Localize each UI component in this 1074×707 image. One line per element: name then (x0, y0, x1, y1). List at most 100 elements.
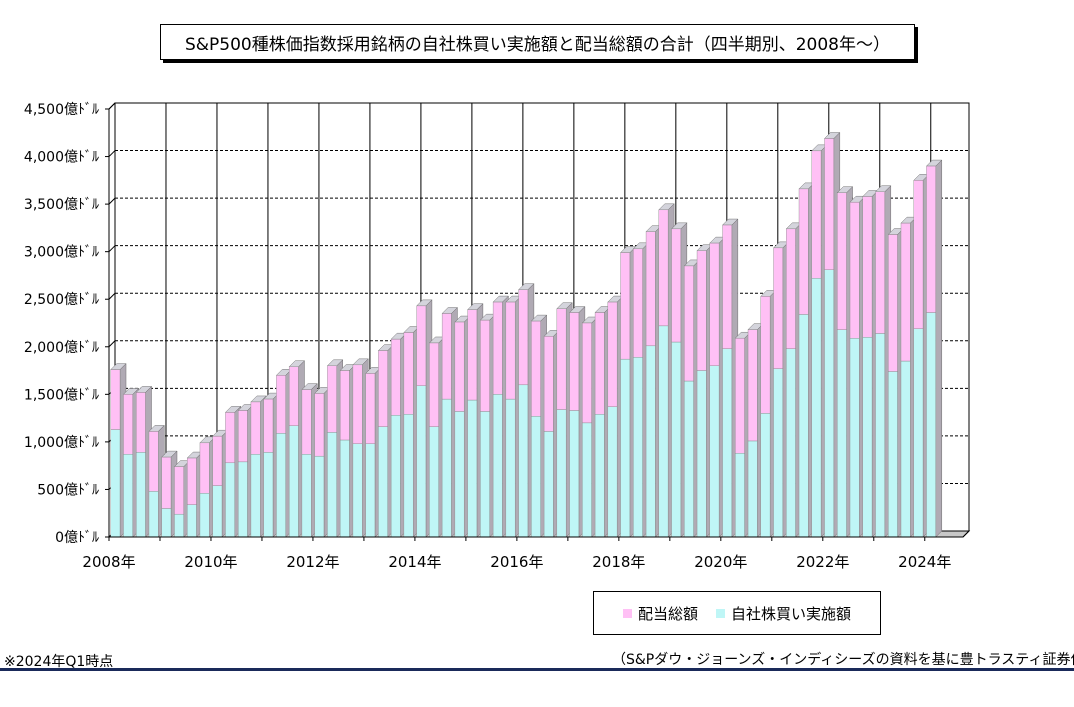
bar-buybacks (212, 485, 223, 538)
bar-buybacks (390, 415, 401, 538)
bar-dividends (505, 301, 516, 400)
bar-dividends (760, 296, 771, 414)
bar-dividends (403, 332, 414, 415)
bar-dividends (429, 342, 439, 427)
bar-dividends (378, 350, 388, 427)
bar-buybacks (569, 410, 580, 538)
bar-buybacks (760, 413, 771, 538)
bar-buybacks (276, 433, 286, 538)
bar-buybacks (288, 425, 299, 538)
bottom-rule (0, 668, 1074, 671)
legend: 配当総額 自社株買い実施額 (593, 591, 881, 635)
x-tick-label: 2018年 (592, 553, 645, 571)
bar-dividends (327, 365, 337, 433)
bar-dividends (926, 165, 936, 313)
bar-dividends (786, 228, 796, 349)
bar-dividends (467, 309, 478, 401)
bar-dividends (416, 305, 427, 386)
bar-dividends (110, 369, 121, 430)
legend-label-dividends: 配当総額 (637, 604, 698, 623)
bar-buybacks (174, 513, 184, 538)
bar-buybacks (161, 508, 172, 538)
bar-buybacks (722, 348, 733, 538)
bar-buybacks (926, 312, 936, 538)
bar-dividends (339, 370, 350, 441)
bar-dividends (441, 313, 452, 400)
bar-dividends (186, 457, 197, 505)
x-tick-label: 2016年 (490, 553, 543, 571)
bar-dividends (633, 248, 643, 358)
bar-buybacks (747, 440, 758, 538)
bar-buybacks (798, 314, 809, 538)
bar-buybacks (480, 411, 490, 538)
y-tick-depth (108, 245, 116, 253)
bar-dividends (645, 231, 656, 347)
bar-buybacks (352, 443, 363, 538)
bar-dividends (875, 191, 886, 334)
y-tick-label: 0億ﾄﾞﾙ (55, 530, 99, 546)
bar-buybacks (403, 414, 414, 538)
bar-buybacks (658, 325, 669, 538)
source-note: （S&Pダウ・ジョーンズ・インディシーズの資料を基に豊トラスティ証券作成） (612, 652, 1074, 668)
bar-buybacks (365, 443, 376, 538)
bar-buybacks (837, 329, 847, 538)
y-tick-depth (108, 197, 116, 205)
bar-buybacks (684, 380, 694, 538)
bar-buybacks (263, 452, 274, 538)
bar-dividends (518, 289, 529, 386)
bar-buybacks (875, 333, 886, 538)
bar-buybacks (671, 341, 682, 538)
bar-dividends (123, 394, 133, 455)
footnote: ※2024年Q1時点 (4, 654, 114, 670)
bar-buybacks (556, 409, 567, 538)
bar-buybacks (339, 439, 350, 538)
bar-dividends (174, 466, 184, 515)
bar-dividends (722, 224, 733, 349)
y-tick-label: 500億ﾄﾞﾙ (37, 482, 99, 498)
bar-dividends (888, 234, 898, 372)
bar-buybacks (709, 365, 720, 538)
x-tick-label: 2014年 (388, 553, 441, 571)
x-tick-label: 2008年 (82, 553, 135, 571)
x-tick-label: 2012年 (286, 553, 339, 571)
bar-dividends (237, 410, 248, 463)
bar-buybacks (123, 454, 133, 538)
y-tick-label: 2,000億ﾄﾞﾙ (24, 340, 99, 356)
bar-buybacks (467, 399, 478, 538)
bar-dividends (696, 250, 707, 371)
bar-buybacks (518, 384, 529, 538)
bar-buybacks (824, 269, 835, 538)
legend-item-dividends: 配当総額 (622, 603, 698, 624)
bar-buybacks (136, 452, 146, 538)
bar-dividends (862, 196, 873, 338)
x-tick-label: 2022年 (796, 553, 849, 571)
bar-buybacks (888, 371, 898, 538)
bar-buybacks (849, 338, 860, 538)
bar-dividends (735, 338, 745, 454)
y-tick-label: 2,500億ﾄﾞﾙ (24, 292, 99, 308)
bar-dividends (480, 319, 490, 412)
bar-dividends (671, 228, 682, 343)
bar-buybacks (186, 504, 197, 538)
bar-buybacks (607, 406, 618, 538)
y-tick-depth (108, 340, 116, 348)
bar-dividends (276, 375, 286, 434)
x-tick-label: 2024年 (898, 553, 951, 571)
bar-dividends (288, 366, 299, 426)
bar-buybacks (250, 454, 261, 538)
bar-buybacks (735, 453, 745, 538)
bar-dividends (543, 336, 554, 432)
bar-buybacks (314, 455, 325, 538)
legend-label-buybacks: 自社株買い実施額 (731, 604, 852, 623)
bar-buybacks (773, 368, 784, 538)
legend-swatch-buybacks (716, 608, 725, 618)
bar-dividends (225, 412, 235, 464)
bar-buybacks (110, 429, 121, 538)
bar-side (935, 159, 942, 538)
bar-dividends (709, 242, 720, 367)
bar-dividends (212, 435, 223, 486)
bar-dividends (594, 312, 605, 415)
x-tick-label: 2010年 (184, 553, 237, 571)
bar-dividends (314, 393, 325, 457)
